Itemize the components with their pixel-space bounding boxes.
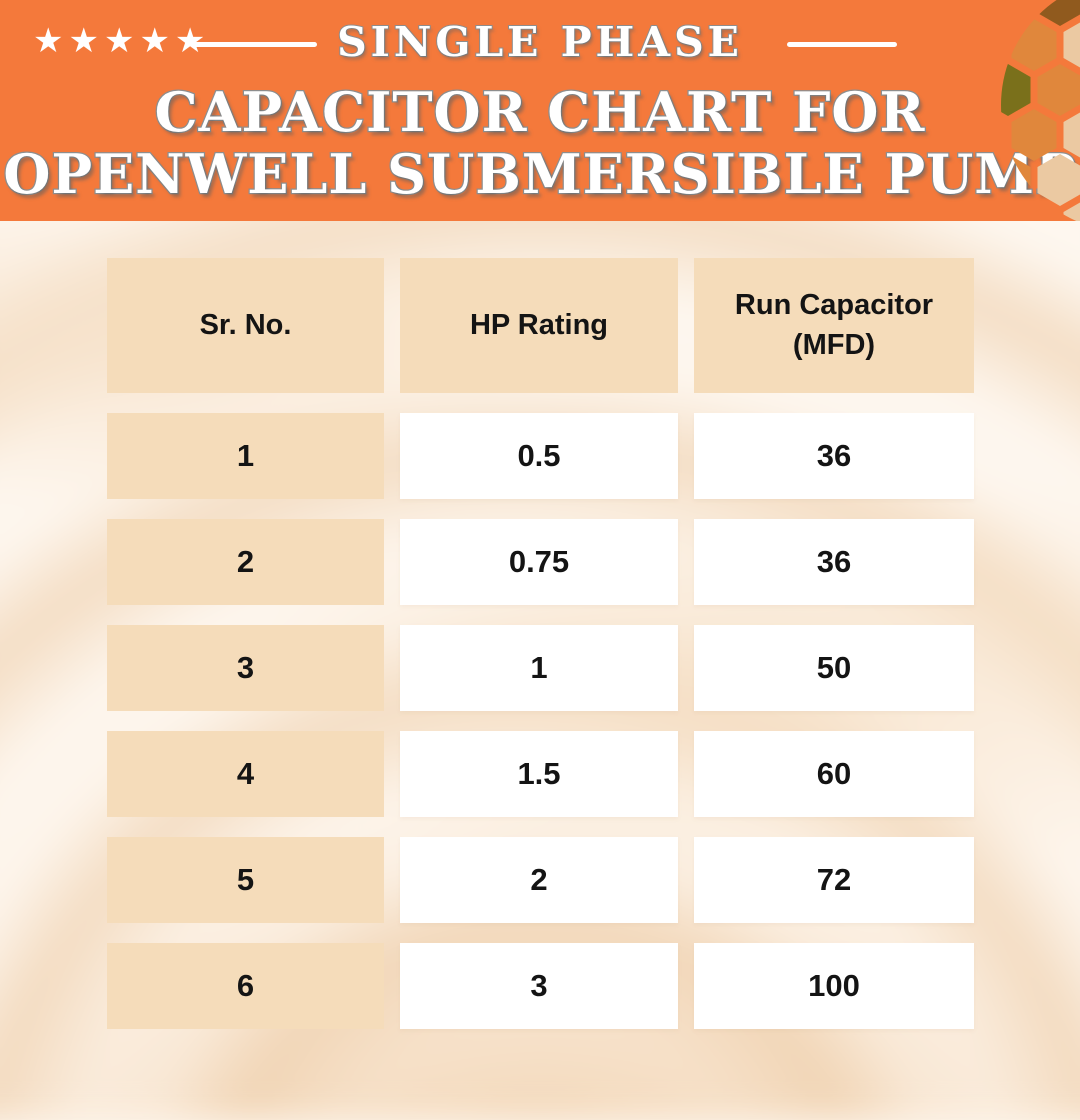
cell-hp: 0.5 [400, 413, 678, 499]
divider-line-right [787, 42, 897, 47]
cell-mfd: 60 [694, 731, 974, 817]
column-label: Sr. No. [199, 308, 292, 341]
cell-sr: 2 [107, 519, 384, 605]
header-cell-hp-rating: HP Rating [400, 258, 678, 393]
divider-line-left [190, 42, 317, 47]
page-title-line1: CAPACITOR CHART FOR [153, 79, 926, 146]
cell-sr: 6 [107, 943, 384, 1029]
cell-mfd: 72 [694, 837, 974, 923]
column-label: Run Capacitor [734, 289, 934, 322]
cell-hp: 0.75 [400, 519, 678, 605]
page-title-line2: OPENWELL SUBMERSIBLE PUMP [2, 141, 1077, 208]
cell-mfd: 36 [694, 413, 974, 499]
cell-sr: 3 [107, 625, 384, 711]
honeycomb-ball-icon [1001, 0, 1080, 221]
cell-sr: 1 [107, 413, 384, 499]
eyebrow-title: SINGLE PHASE [336, 17, 743, 67]
capacitor-table: Sr. No. HP Rating Run Capacitor (MFD) 1 … [107, 258, 974, 1029]
header-band: ★★★★★ SINGLE PHASE CAPACITOR CHART FOR O… [0, 0, 1080, 221]
cell-sr: 4 [107, 731, 384, 817]
cell-hp: 2 [400, 837, 678, 923]
cell-hp: 1.5 [400, 731, 678, 817]
column-sublabel: (MFD) [792, 328, 876, 361]
cell-mfd: 50 [694, 625, 974, 711]
column-label: HP Rating [469, 308, 609, 341]
cell-hp: 1 [400, 625, 678, 711]
cell-mfd: 36 [694, 519, 974, 605]
cell-sr: 5 [107, 837, 384, 923]
cell-mfd: 100 [694, 943, 974, 1029]
header-cell-sr-no: Sr. No. [107, 258, 384, 393]
star-rating-icon: ★★★★★ [33, 22, 211, 60]
cell-hp: 3 [400, 943, 678, 1029]
header-cell-run-capacitor: Run Capacitor (MFD) [694, 258, 974, 393]
